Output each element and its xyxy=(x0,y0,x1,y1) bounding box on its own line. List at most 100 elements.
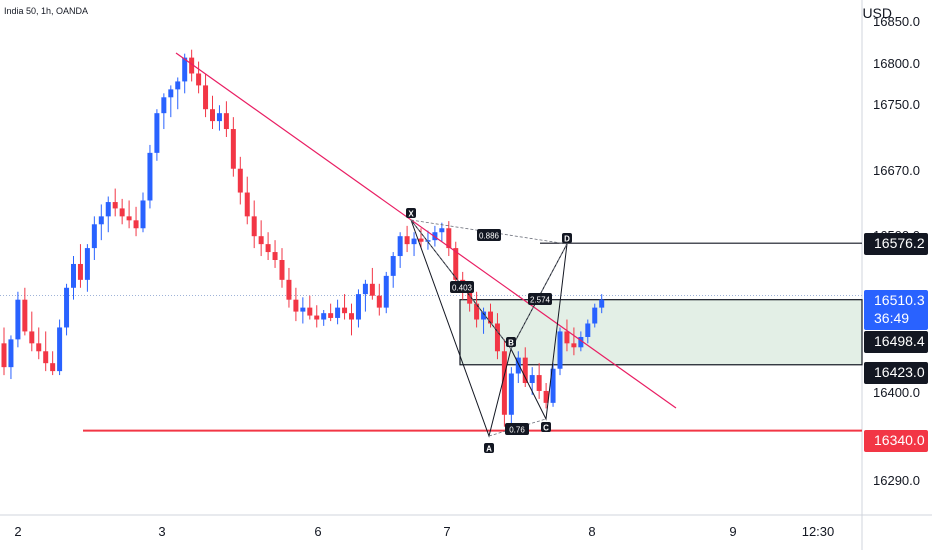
candle-body xyxy=(84,248,90,280)
pattern-point-x[interactable] xyxy=(406,208,416,218)
ratio-badge xyxy=(450,281,474,293)
support-tag-bg xyxy=(864,430,928,452)
candle-body xyxy=(335,307,341,318)
zone-top-tag-bg xyxy=(864,331,928,353)
candle-body xyxy=(133,220,139,229)
candle-body xyxy=(543,390,549,403)
candle-body xyxy=(50,363,56,372)
candle-body xyxy=(355,294,361,320)
current-price-tag[interactable]: 16510.3 36:49 xyxy=(864,290,928,330)
candle-body xyxy=(578,336,584,348)
candle-body xyxy=(91,224,97,249)
candle-body xyxy=(411,238,417,245)
candle-body xyxy=(15,299,21,340)
candle-body xyxy=(29,331,35,344)
candle-body xyxy=(22,299,28,332)
zone-bottom-tag[interactable]: 16423.0 xyxy=(864,362,928,384)
pattern-point-label: X xyxy=(408,210,414,219)
candle-body xyxy=(258,236,264,245)
candle-body xyxy=(481,311,487,320)
candle-body xyxy=(98,216,104,225)
price-tick-label: 16800.0 xyxy=(873,56,920,71)
candle-body xyxy=(501,351,507,415)
demand-zone-box[interactable] xyxy=(459,299,863,366)
time-tick-label: 8 xyxy=(588,524,595,539)
candle-body xyxy=(182,57,188,82)
price-tick-label: 16750.0 xyxy=(873,97,920,112)
support-tag[interactable]: 16340.0 xyxy=(864,430,928,452)
candle-body xyxy=(494,323,500,352)
pattern-point-label: B xyxy=(508,339,514,348)
pattern-point-label: D xyxy=(564,235,570,244)
candle-body xyxy=(383,275,389,308)
support-tag-text: 16340.0 xyxy=(874,432,925,448)
pattern-point-label: A xyxy=(486,445,492,454)
currency-label[interactable]: USD xyxy=(862,5,892,21)
candle-body xyxy=(64,287,70,328)
zone-top-tag-text: 16498.4 xyxy=(874,333,925,349)
zone-bottom-tag-text: 16423.0 xyxy=(874,364,925,380)
candle-body xyxy=(1,343,7,368)
candle-body xyxy=(508,373,514,415)
candle-body xyxy=(321,313,327,320)
level-d-tag-text: 16576.2 xyxy=(874,235,925,251)
candle-body xyxy=(71,263,76,288)
price-tick-label: 16670.0 xyxy=(873,163,920,178)
candle-body xyxy=(237,168,243,193)
candle-body xyxy=(300,307,306,312)
candle-body xyxy=(369,283,375,296)
candle-body xyxy=(550,368,556,403)
pattern-point-b[interactable] xyxy=(506,337,516,347)
ratio-badge xyxy=(477,229,501,241)
candle-body xyxy=(488,311,493,324)
candle-body xyxy=(251,216,257,237)
candle-body xyxy=(522,357,528,384)
candle-body xyxy=(43,351,49,364)
candle-body xyxy=(161,97,167,114)
candle-body xyxy=(272,252,278,260)
candle-body xyxy=(223,113,229,130)
candle-body xyxy=(599,299,605,308)
pattern-xd-line xyxy=(410,219,568,245)
candle-body xyxy=(439,228,445,233)
level-d-tag-bg xyxy=(864,233,928,255)
candle-body xyxy=(189,57,195,74)
time-tick-label: 6 xyxy=(314,524,321,539)
pattern-point-c[interactable] xyxy=(541,422,551,432)
candle-body xyxy=(390,256,396,276)
pattern-point-d[interactable] xyxy=(562,233,572,243)
candle-body xyxy=(286,279,292,300)
price-tick-label: 16850.0 xyxy=(873,14,920,29)
candle-body xyxy=(279,260,285,280)
candle-body xyxy=(474,303,480,320)
ratio-badge xyxy=(528,293,552,305)
price-tick-label: 16400.0 xyxy=(873,385,920,400)
candle-body xyxy=(77,263,83,280)
ratio-badge xyxy=(505,423,529,435)
candle-body xyxy=(210,109,215,122)
symbol-label: India 50, 1h, OANDA xyxy=(4,6,89,16)
candle-body xyxy=(8,339,14,368)
time-tick-label: 7 xyxy=(443,524,450,539)
current-price-tag-text: 36:49 xyxy=(874,310,909,326)
candle-body xyxy=(376,295,382,308)
current-price-tag-bg xyxy=(864,290,928,330)
trend-line[interactable] xyxy=(175,52,677,409)
candle-body xyxy=(105,202,111,217)
candle-body xyxy=(397,236,403,257)
candle-body xyxy=(314,315,320,320)
ratio-label: 0.403 xyxy=(452,284,473,293)
candle-body xyxy=(265,244,271,253)
candle-body xyxy=(230,129,236,169)
current-price-tag-text: 16510.3 xyxy=(874,292,925,308)
candle-body xyxy=(36,343,42,352)
pattern-point-a[interactable] xyxy=(484,443,494,453)
candle-body xyxy=(244,192,250,217)
time-tick-label: 2 xyxy=(14,524,21,539)
candle-body xyxy=(203,85,209,110)
level-d-tag[interactable]: 16576.2 xyxy=(864,233,928,255)
candle-body xyxy=(140,200,146,229)
zone-top-tag[interactable]: 16498.4 xyxy=(864,331,928,353)
ratio-label: 0.76 xyxy=(509,426,525,435)
